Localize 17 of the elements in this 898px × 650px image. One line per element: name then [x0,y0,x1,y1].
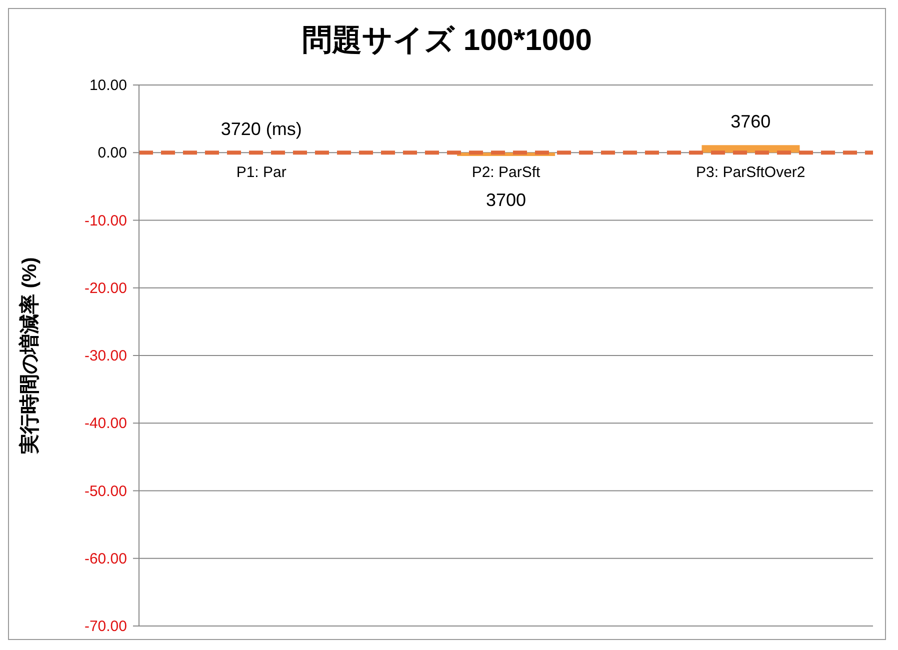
y-tick-label: 10.00 [89,77,127,94]
y-tick-label: 0.00 [98,144,127,162]
chart-title: 問題サイズ 100*1000 [301,23,593,59]
annotation: 3760 [730,111,771,132]
annotation: 3720 (ms) [220,118,302,139]
y-tick-label: -70.00 [84,618,127,635]
y-tick-label: -60.00 [84,550,127,568]
x-tick-label: P3: ParSftOver2 [696,164,806,181]
y-tick-label: -50.00 [84,482,127,500]
y-tick-label: -40.00 [84,415,127,432]
x-tick-label: P2: ParSft [472,164,542,181]
annotation: 3700 [486,190,526,210]
y-tick-label: -20.00 [84,280,127,297]
x-tick-label: P1: Par [236,164,286,181]
y-axis-title: 実行時間の増減率 (%) [18,257,42,455]
y-tick-label: -30.00 [84,348,127,364]
y-tick-label: -10.00 [84,212,127,230]
